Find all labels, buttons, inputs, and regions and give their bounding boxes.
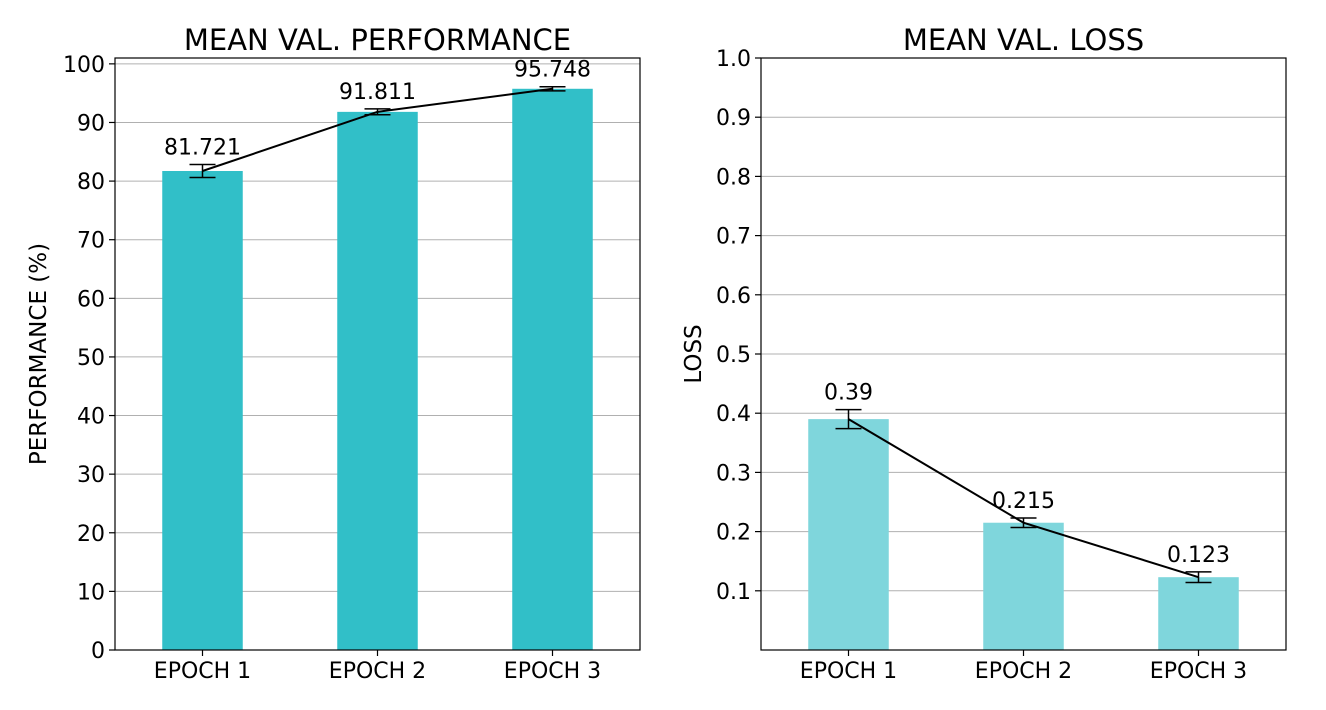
y-tick-label: 70 (77, 229, 105, 254)
x-tick-label: EPOCH 2 (975, 659, 1072, 684)
y-tick-label: 0.5 (716, 343, 751, 368)
y-tick-label: 0.3 (716, 461, 751, 486)
y-tick-label: 0.1 (716, 580, 751, 605)
bar-3 (1158, 577, 1239, 650)
y-tick-label: 0.4 (716, 402, 751, 427)
value-label-1: 81.721 (164, 136, 241, 161)
y-tick-label: 0.8 (716, 165, 751, 190)
x-tick-label: EPOCH 3 (1150, 659, 1247, 684)
y-tick-label: 90 (77, 111, 105, 136)
bar-2 (337, 111, 418, 650)
y-axis-label: PERFORMANCE (%) (26, 243, 52, 465)
bar-3 (512, 88, 593, 650)
y-axis-label: LOSS (681, 324, 707, 383)
value-label-3: 95.748 (514, 58, 591, 83)
y-tick-label: 80 (77, 170, 105, 195)
bar-1 (162, 171, 243, 651)
y-tick-label: 0.2 (716, 521, 751, 546)
y-tick-label: 0.7 (716, 225, 751, 250)
value-label-2: 0.215 (992, 489, 1055, 514)
x-tick-label: EPOCH 2 (329, 659, 426, 684)
value-label-1: 0.39 (824, 381, 873, 406)
y-tick-label: 0.9 (716, 106, 751, 131)
value-label-3: 0.123 (1167, 543, 1230, 568)
y-tick-label: 10 (77, 580, 105, 605)
chart-title: MEAN VAL. LOSS (903, 23, 1144, 57)
performance-chart: 81.721 91.811 95.748 0 10 20 30 40 50 60 70 80 90 100… (26, 23, 641, 684)
loss-chart: 0.39 0.215 0.123 0.1 0.2 0.3 0.4 0.5 0.6 0.7 0.8 0.… (681, 23, 1287, 684)
y-tick-label: 0.6 (716, 284, 751, 309)
y-tick-label: 60 (77, 287, 105, 312)
x-tick-label: EPOCH 3 (504, 659, 601, 684)
x-tick-label: EPOCH 1 (154, 659, 251, 684)
value-label-2: 91.811 (339, 80, 416, 105)
y-tick-label: 20 (77, 522, 105, 547)
y-tick-label: 40 (77, 405, 105, 430)
chart-title: MEAN VAL. PERFORMANCE (184, 23, 571, 57)
y-tick-label: 0 (91, 639, 105, 664)
x-tick-label: EPOCH 1 (800, 659, 897, 684)
y-tick-label: 1.0 (716, 47, 751, 72)
y-tick-label: 50 (77, 346, 105, 371)
y-tick-label: 30 (77, 463, 105, 488)
bar-2 (983, 522, 1064, 650)
bar-1 (808, 419, 889, 650)
y-tick-label: 100 (63, 53, 105, 78)
